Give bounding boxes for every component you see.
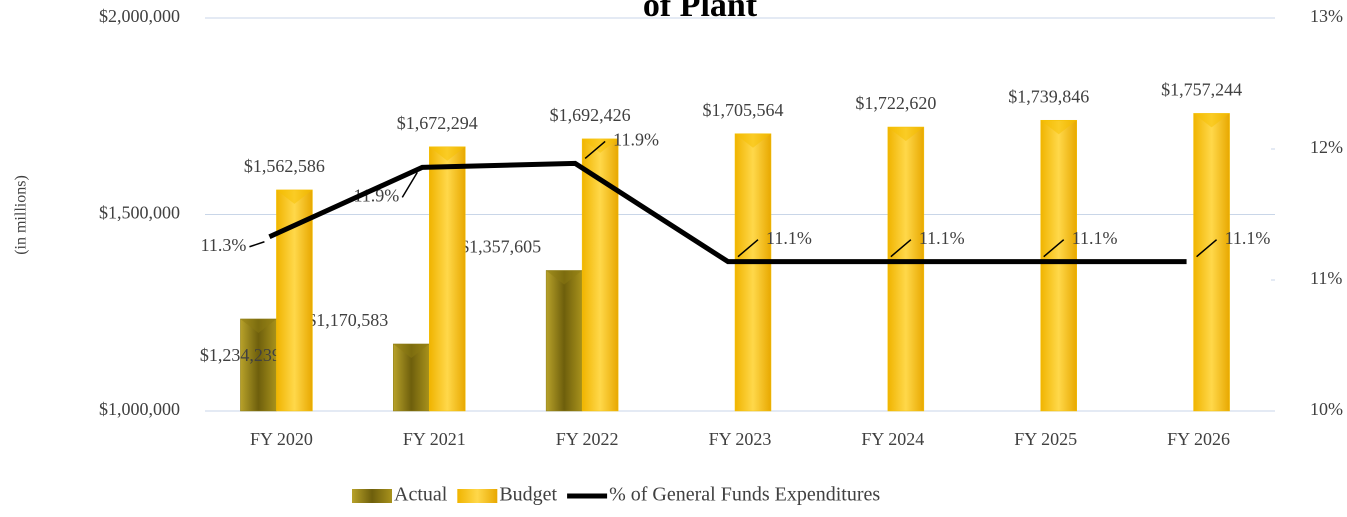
- x-tick-label: FY 2022: [556, 429, 619, 449]
- legend-swatch: [457, 489, 498, 503]
- bar-cap: [735, 133, 771, 148]
- x-tick-label: FY 2021: [403, 429, 466, 449]
- y-axis-label: (in millions): [13, 175, 30, 255]
- bar-value-label: $1,562,586: [244, 156, 325, 176]
- bar-value-label: $1,234,239: [200, 345, 281, 365]
- leader-line: [401, 171, 418, 198]
- bar-cap: [1193, 113, 1230, 128]
- legend-swatch: [352, 489, 392, 503]
- leader-line: [584, 140, 606, 159]
- bar-cap: [546, 270, 583, 285]
- line-value-label: 11.1%: [1072, 228, 1118, 248]
- leader-line: [737, 239, 759, 258]
- bar: [276, 189, 313, 412]
- bar: [545, 270, 583, 412]
- bar-cap: [240, 318, 277, 333]
- bar: [887, 126, 925, 412]
- bar-value-label: $1,705,564: [703, 100, 784, 120]
- x-tick-label: FY 2026: [1167, 429, 1230, 449]
- y2-tick-label: 12%: [1310, 137, 1343, 157]
- y-tick-label: $1,500,000: [99, 203, 180, 223]
- bar-value-label: $1,357,605: [460, 237, 541, 257]
- line-value-label: 11.3%: [201, 235, 247, 255]
- x-tick-label: FY 2025: [1014, 429, 1077, 449]
- y2-tick-label: 11%: [1310, 268, 1342, 288]
- line-value-label: 11.1%: [1225, 228, 1271, 248]
- legend-label: % of General Funds Expenditures: [609, 484, 880, 506]
- bar-value-label: $1,170,583: [307, 310, 388, 330]
- bar-cap: [887, 127, 924, 142]
- bar-value-label: $1,757,244: [1161, 80, 1242, 100]
- leader-line: [249, 241, 265, 248]
- line-value-label: 11.1%: [766, 228, 812, 248]
- y-tick-label: $2,000,000: [99, 6, 180, 26]
- bar-cap: [393, 343, 430, 358]
- line: [268, 160, 1187, 265]
- leader-line: [1043, 239, 1065, 258]
- leader-line: [1196, 239, 1218, 258]
- x-tick-label: FY 2023: [709, 429, 772, 449]
- bar-value-label: $1,692,426: [550, 105, 631, 125]
- bar: [1040, 119, 1077, 412]
- bar: [1193, 113, 1230, 412]
- bar-value-label: $1,672,294: [397, 113, 478, 133]
- legend-label: Actual: [394, 484, 448, 506]
- bar: [429, 146, 466, 412]
- line-value-label: 11.9%: [613, 130, 659, 150]
- bar-cap: [276, 189, 313, 204]
- y2-tick-label: 13%: [1310, 6, 1343, 26]
- bar-value-label: $1,722,620: [855, 93, 936, 113]
- y-tick-label: $1,000,000: [99, 399, 180, 419]
- line-value-label: 11.9%: [353, 185, 399, 205]
- bar-value-label: $1,739,846: [1008, 86, 1089, 106]
- x-tick-label: FY 2020: [250, 429, 313, 449]
- bar-cap: [1040, 120, 1077, 135]
- chart-title: of Plant: [643, 0, 758, 24]
- leader-line: [890, 239, 912, 258]
- bar: [240, 318, 277, 412]
- line-value-label: 11.1%: [919, 228, 965, 248]
- bar: [734, 133, 772, 412]
- bar-cap: [429, 146, 466, 161]
- x-tick-label: FY 2024: [861, 429, 924, 449]
- legend-label: Budget: [499, 484, 557, 506]
- y2-tick-label: 10%: [1310, 399, 1343, 419]
